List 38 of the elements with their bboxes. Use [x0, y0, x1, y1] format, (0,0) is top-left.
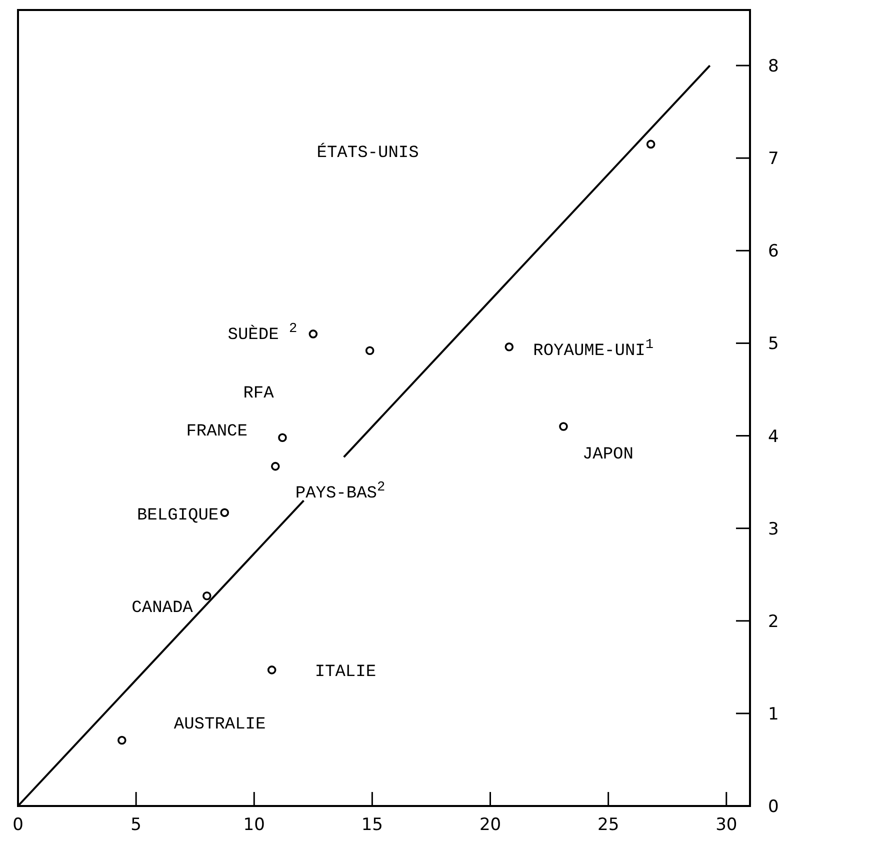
point — [504, 342, 514, 352]
point — [117, 736, 126, 745]
annotation: PAYS-BAS$^{2}$ — [295, 480, 386, 504]
point — [365, 346, 374, 356]
point — [267, 666, 276, 674]
x-tick-label: 30 — [716, 815, 738, 835]
x-tick-label: 15 — [361, 815, 384, 835]
annotation: FRANCE — [186, 422, 248, 442]
y-tick-label: 2 — [768, 612, 779, 632]
annotation: BELGIQUE — [136, 506, 219, 526]
annotation: RFA — [243, 384, 275, 404]
point — [278, 433, 287, 442]
y-tick-label: 5 — [768, 334, 779, 354]
annotation: ÉTATS-UNIS — [316, 142, 419, 164]
y-tick-label: 3 — [768, 519, 779, 540]
point — [646, 140, 656, 149]
x-tick-label: 10 — [243, 815, 265, 835]
point — [308, 330, 318, 338]
y-tick-label: 6 — [768, 242, 779, 262]
annotation: ROYAUME-UNI$^{1}$ — [533, 337, 654, 361]
point — [270, 462, 280, 471]
x-tick-label: 0 — [12, 815, 24, 835]
y-tick-label: 8 — [768, 56, 779, 77]
y-tick-label: 4 — [768, 426, 779, 447]
x-tick-label: 25 — [598, 815, 620, 835]
annotation: CANADA — [132, 598, 194, 618]
y-tick-label: 0 — [768, 797, 779, 817]
annotation: AUSTRALIE — [174, 715, 266, 734]
point — [559, 422, 568, 431]
y-tick-label: 7 — [768, 149, 779, 170]
annotation: SUÈDE $^{2}$ — [228, 321, 298, 345]
point — [202, 591, 212, 600]
annotation: JAPON — [582, 446, 634, 465]
point — [220, 508, 230, 517]
annotation: ITALIE — [314, 662, 376, 682]
y-tick-label: 1 — [768, 704, 779, 724]
x-tick-label: 20 — [479, 815, 502, 835]
x-tick-label: 5 — [130, 815, 142, 835]
